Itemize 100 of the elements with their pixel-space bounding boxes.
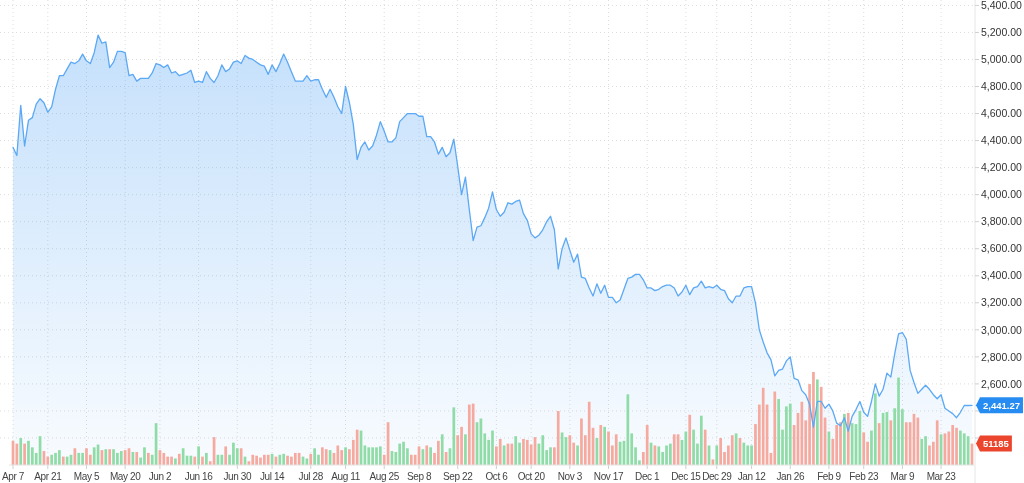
bar <box>773 391 777 465</box>
bar <box>614 434 618 465</box>
bar <box>104 449 108 465</box>
y-tick-label: 4,000.00 <box>981 188 1023 201</box>
bar <box>290 456 293 465</box>
bar <box>549 447 552 465</box>
bar <box>815 379 819 465</box>
bar <box>81 452 84 465</box>
bar <box>576 445 579 465</box>
bar <box>498 438 502 465</box>
y-tick-label: 2,800.00 <box>981 350 1023 363</box>
bar <box>959 430 962 465</box>
bar <box>715 445 719 465</box>
bar <box>19 438 23 465</box>
bar <box>367 447 371 465</box>
bar <box>522 438 525 465</box>
bar <box>379 446 382 465</box>
bar <box>587 401 591 465</box>
y-tick-label: 3,200.00 <box>981 296 1023 309</box>
bar <box>425 445 429 465</box>
bar <box>951 425 955 465</box>
bar <box>580 418 583 465</box>
x-tick-label: May 5 <box>73 470 100 482</box>
bar <box>58 450 61 465</box>
bar <box>23 443 26 465</box>
bar <box>510 443 514 465</box>
bar <box>788 403 792 465</box>
bar <box>174 458 177 465</box>
bar <box>626 394 630 465</box>
bar <box>839 422 842 465</box>
bar <box>77 452 81 465</box>
x-tick-label: Jun 30 <box>223 470 252 482</box>
bar <box>955 427 958 465</box>
text: 51185 <box>982 437 1010 449</box>
bar <box>197 446 200 465</box>
bar <box>672 434 676 465</box>
bar <box>112 449 115 465</box>
y-tick-label: 3,000.00 <box>981 323 1023 336</box>
bar <box>746 445 750 465</box>
bar <box>819 386 823 465</box>
bar <box>166 456 170 465</box>
bar <box>259 457 262 465</box>
bar <box>491 430 494 465</box>
bar <box>730 435 734 465</box>
bar <box>282 453 286 465</box>
bar <box>324 449 328 465</box>
bar <box>688 414 692 465</box>
bar <box>877 423 881 465</box>
y-tick-label: 4,400.00 <box>981 134 1023 147</box>
y-tick-label: 5,400.00 <box>981 0 1023 12</box>
bar <box>692 429 695 465</box>
y-tick-label: 3,600.00 <box>981 242 1023 255</box>
bar <box>278 454 282 465</box>
x-tick-label: Nov 17 <box>593 470 624 482</box>
y-tick-label: 3,800.00 <box>981 215 1023 228</box>
bar <box>962 433 966 465</box>
y-tick-label: 2,600.00 <box>981 377 1023 390</box>
bar <box>452 407 456 465</box>
bar <box>204 452 208 465</box>
bar <box>50 454 54 465</box>
bar <box>313 448 316 465</box>
bar <box>440 434 444 465</box>
bar <box>371 447 374 465</box>
bar <box>904 422 908 465</box>
x-tick-label: May 20 <box>109 470 142 482</box>
bar <box>703 429 707 465</box>
bar <box>429 447 432 465</box>
bar <box>812 372 815 465</box>
bar <box>889 420 893 465</box>
bar <box>862 432 866 465</box>
bar <box>85 448 88 465</box>
x-tick-label: Sep 8 <box>406 470 432 482</box>
bar <box>657 446 661 465</box>
bar <box>645 425 649 465</box>
bar <box>541 435 545 465</box>
bar <box>897 377 900 465</box>
x-tick-label: Mar 9 <box>890 470 916 482</box>
bar <box>402 441 405 465</box>
x-tick-label: Sep 22 <box>443 470 474 482</box>
bar <box>742 442 746 465</box>
x-tick-label: Dec 1 <box>635 470 661 482</box>
x-tick-label: Feb 23 <box>849 470 879 482</box>
y-tick-label: 4,200.00 <box>981 161 1023 174</box>
bar <box>61 456 65 465</box>
bar <box>665 445 668 465</box>
bar <box>263 454 266 465</box>
bar <box>116 452 119 465</box>
bar <box>719 438 722 465</box>
bar <box>239 448 243 465</box>
bar <box>177 453 181 465</box>
x-tick-label: Jul 28 <box>298 470 324 482</box>
bar <box>119 451 123 465</box>
x-tick-label: Apr 7 <box>2 470 25 482</box>
bar <box>785 406 788 465</box>
bar <box>873 393 877 465</box>
bar <box>220 454 224 465</box>
bar <box>375 447 378 465</box>
bar <box>266 454 270 465</box>
y-tick-label: 5,200.00 <box>981 26 1023 39</box>
bar <box>603 426 606 465</box>
